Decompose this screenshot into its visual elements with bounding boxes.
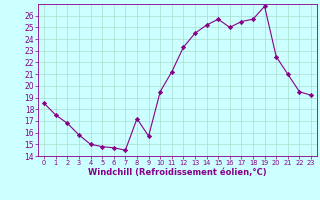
X-axis label: Windchill (Refroidissement éolien,°C): Windchill (Refroidissement éolien,°C) <box>88 168 267 177</box>
